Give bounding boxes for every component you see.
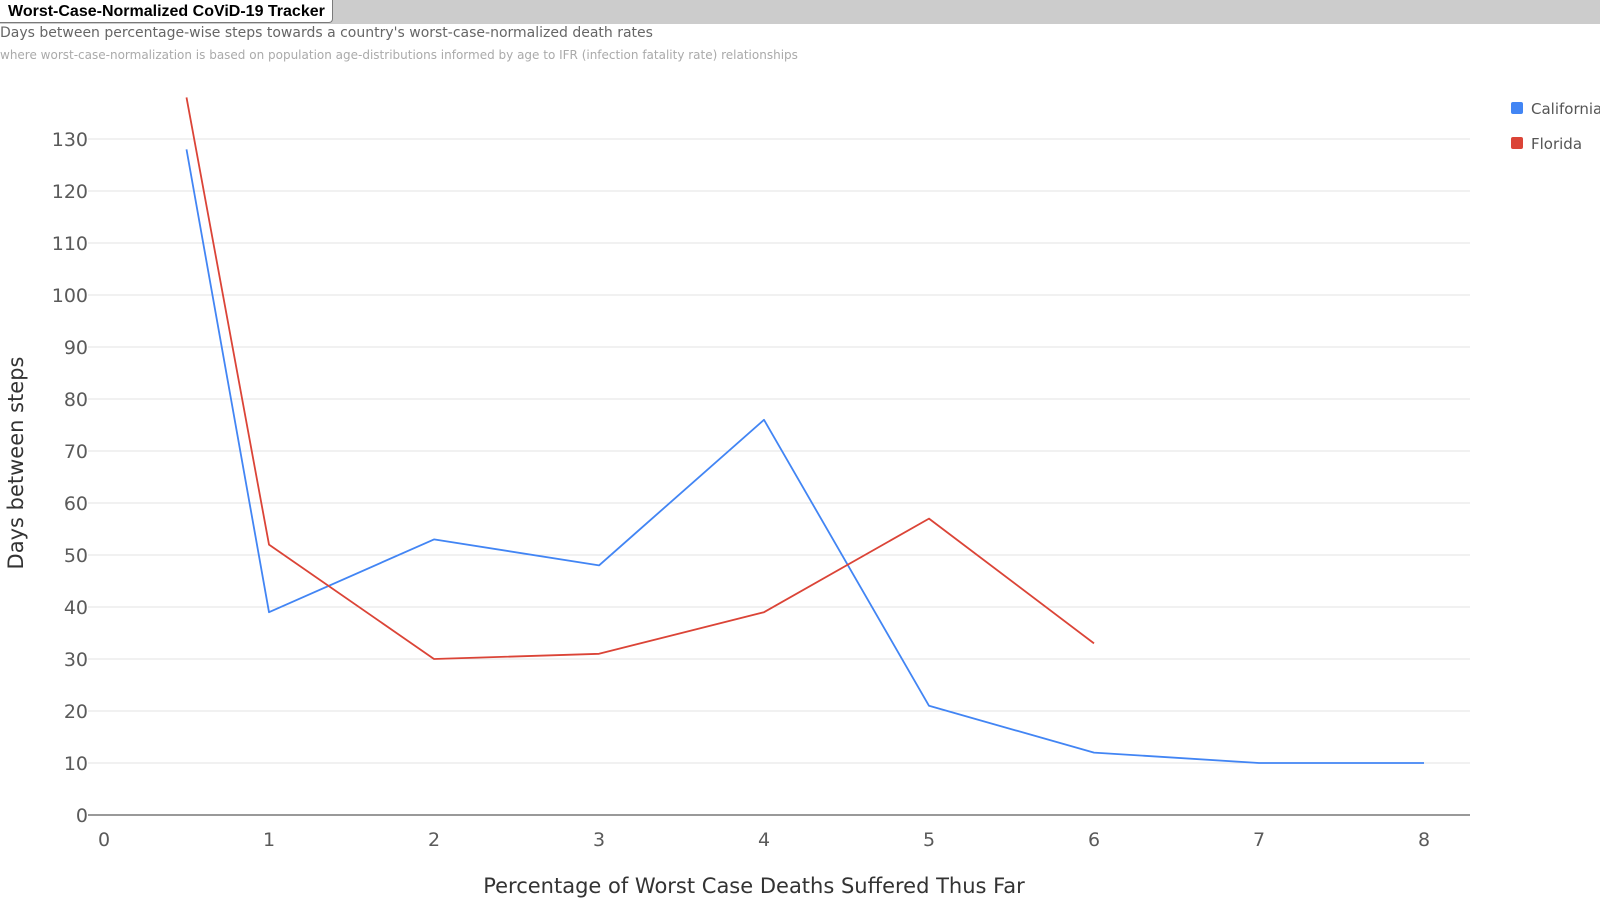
legend-swatch-florida [1511, 137, 1523, 149]
series-line-florida [185, 97, 1095, 660]
y-tick-label: 70 [64, 441, 88, 463]
data-point-california-0 [185, 147, 189, 151]
data-point-california-2 [432, 537, 436, 541]
data-point-florida-3 [597, 652, 601, 656]
y-tick-label: 120 [52, 181, 88, 203]
data-point-florida-4 [762, 610, 766, 614]
x-tick-label: 4 [758, 829, 770, 851]
x-axis-ticks: 0 1 2 3 4 5 6 7 8 [98, 829, 1430, 851]
y-tick-label: 40 [64, 597, 88, 619]
y-tick-label: 90 [64, 337, 88, 359]
x-tick-label: 8 [1418, 829, 1430, 851]
data-point-california-6 [1092, 751, 1096, 755]
series-line-california [185, 149, 1424, 764]
x-tick-label: 3 [593, 829, 605, 851]
y-tick-label: 10 [64, 753, 88, 775]
x-tick-label: 6 [1088, 829, 1100, 851]
data-point-florida-1 [267, 543, 271, 547]
legend-label-california: California [1531, 100, 1600, 118]
data-point-florida-6 [1092, 641, 1096, 645]
y-axis-title: Days between steps [4, 357, 28, 570]
chart-subtitle: Days between percentage-wise steps towar… [0, 25, 653, 41]
legend-label-florida: Florida [1531, 135, 1582, 153]
x-axis-title: Percentage of Worst Case Deaths Suffered… [483, 874, 1025, 898]
x-tick-label: 2 [428, 829, 440, 851]
data-point-florida-5 [927, 517, 931, 521]
y-tick-label: 110 [52, 233, 88, 255]
series-lines [185, 95, 1426, 765]
app-title-tab[interactable]: Worst-Case-Normalized CoViD-19 Tracker [0, 0, 333, 23]
data-point-california-8 [1422, 761, 1426, 765]
chart-note: where worst-case-normalization is based … [0, 48, 798, 62]
y-tick-label: 20 [64, 701, 88, 723]
x-tick-label: 5 [923, 829, 935, 851]
y-tick-label: 0 [76, 805, 88, 827]
data-point-california-4 [762, 418, 766, 422]
legend: California Florida [1511, 100, 1600, 153]
y-axis-ticks: 0 10 20 30 40 50 60 70 80 90 100 110 120 130 [52, 129, 88, 827]
gridlines [88, 138, 1470, 764]
data-point-california-3 [597, 563, 601, 567]
y-tick-label: 130 [52, 129, 88, 151]
y-tick-label: 30 [64, 649, 88, 671]
y-tick-label: 80 [64, 389, 88, 411]
y-tick-label: 60 [64, 493, 88, 515]
data-point-california-5 [927, 704, 931, 708]
data-point-california-7 [1257, 761, 1261, 765]
x-tick-label: 0 [98, 829, 110, 851]
data-point-florida-2 [432, 657, 436, 661]
y-tick-label: 50 [64, 545, 88, 567]
y-tick-label: 100 [52, 285, 88, 307]
x-tick-label: 7 [1253, 829, 1265, 851]
x-tick-label: 1 [263, 829, 275, 851]
legend-swatch-california [1511, 102, 1523, 114]
data-point-california-1 [267, 610, 271, 614]
data-point-florida-0 [185, 95, 189, 99]
